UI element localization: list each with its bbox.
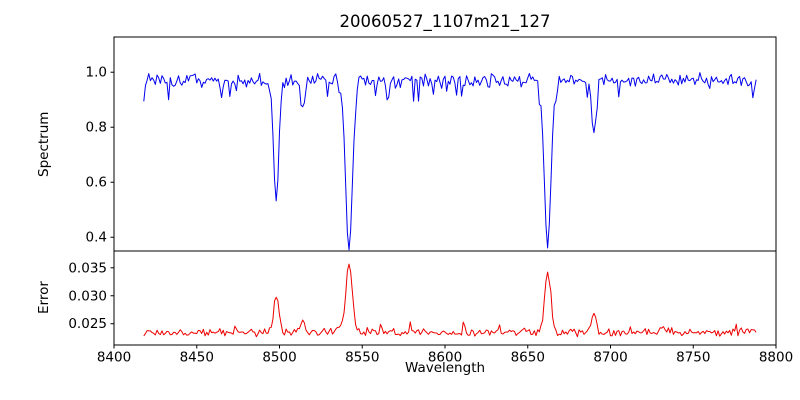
spectrum-line [143, 72, 757, 251]
spectrum-axes-box [113, 36, 777, 252]
spectrum-y-tick-label: 1.0 [86, 65, 107, 81]
x-tick-label: 8750 [676, 350, 710, 366]
x-tick-label: 8550 [345, 350, 379, 366]
error-y-tick-label: 0.025 [68, 316, 107, 332]
x-tick-label: 8450 [180, 350, 214, 366]
error-y-tick-label: 0.030 [68, 288, 107, 304]
y-axis-ticks: 0.4 0.6 0.8 1.0 0.025 0.030 0.035 [68, 65, 114, 332]
axes-spines [113, 36, 777, 346]
x-tick-label: 8600 [428, 350, 462, 366]
spectrum-y-tick-label: 0.6 [86, 175, 107, 191]
chart-title: 20060527_1107m21_127 [339, 12, 551, 31]
error-line [143, 263, 757, 338]
x-axis-label: Wavelength [404, 360, 486, 376]
x-tick-label: 8700 [593, 350, 627, 366]
error-axes-box [113, 250, 777, 346]
x-tick-label: 8800 [759, 350, 793, 366]
x-tick-label: 8650 [511, 350, 545, 366]
x-tick-label: 8400 [97, 350, 131, 366]
x-axis-ticks: 8400 8450 8500 8550 8600 8650 8700 8750 8800 [97, 345, 793, 366]
x-tick-label: 8500 [262, 350, 296, 366]
spectrum-y-tick-label: 0.4 [86, 230, 107, 246]
spectrum-y-tick-label: 0.8 [86, 120, 107, 136]
data-lines [143, 72, 757, 338]
error-y-tick-label: 0.035 [68, 260, 107, 276]
